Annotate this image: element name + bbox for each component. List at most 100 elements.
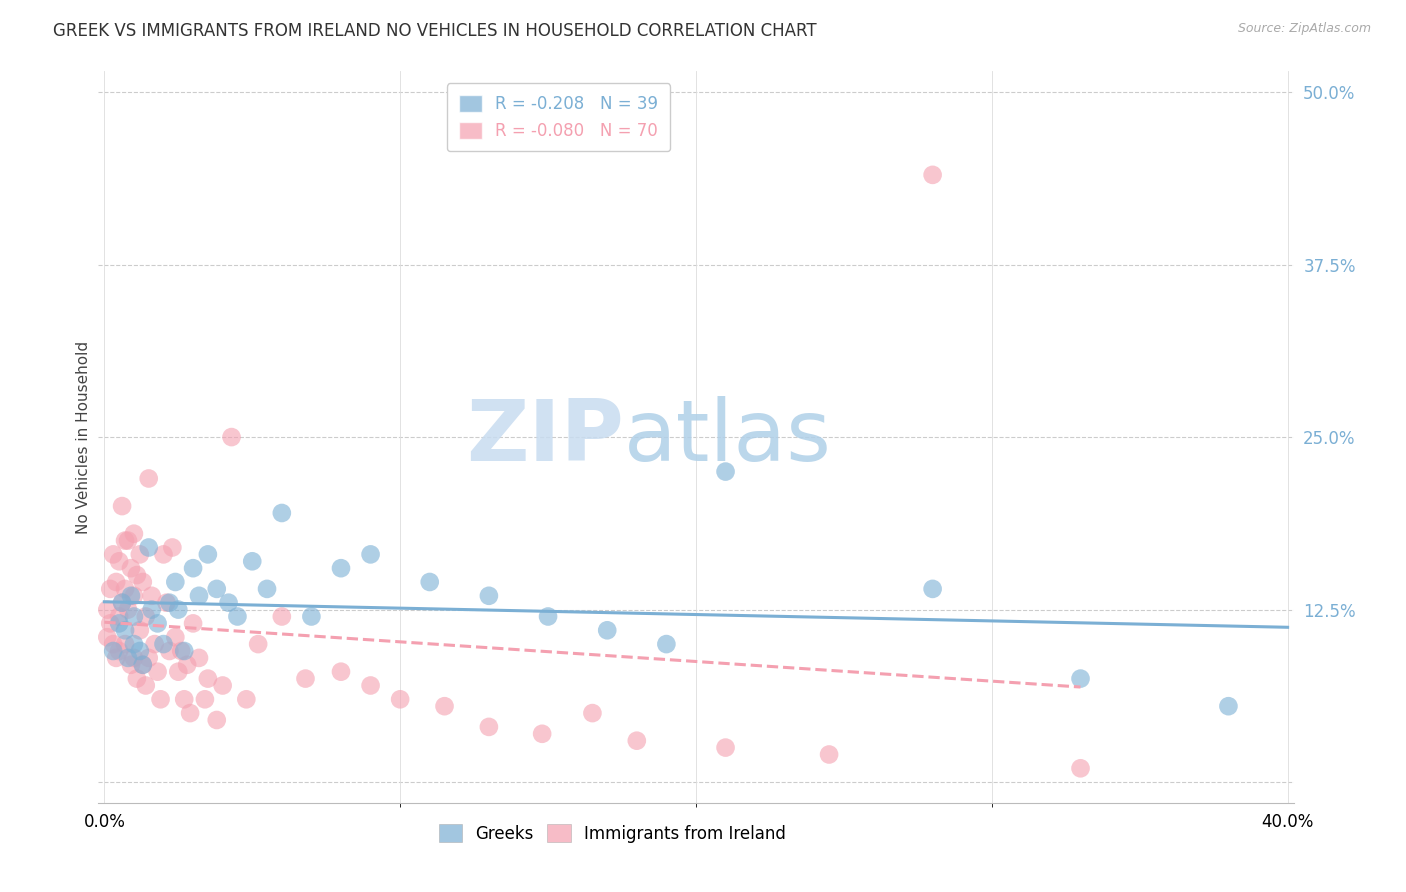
Point: [389, 692, 412, 706]
Point: [167, 602, 190, 616]
Point: [111, 499, 134, 513]
Point: [921, 168, 943, 182]
Point: [419, 574, 441, 589]
Point: [162, 541, 184, 555]
Point: [108, 616, 131, 631]
Point: [157, 644, 180, 658]
Point: [655, 637, 678, 651]
Point: [714, 465, 737, 479]
Point: [105, 651, 128, 665]
Point: [141, 602, 163, 616]
Point: [270, 506, 292, 520]
Point: [240, 554, 263, 568]
Point: [122, 609, 145, 624]
Point: [330, 665, 353, 679]
Point: [149, 692, 172, 706]
Point: [114, 624, 136, 638]
Point: [122, 526, 145, 541]
Point: [197, 548, 219, 562]
Point: [360, 548, 382, 562]
Point: [235, 692, 257, 706]
Point: [117, 651, 139, 665]
Point: [128, 644, 150, 658]
Point: [138, 471, 160, 485]
Point: [221, 430, 243, 444]
Point: [294, 672, 316, 686]
Point: [179, 706, 201, 720]
Point: [188, 651, 211, 665]
Point: [165, 630, 187, 644]
Point: [96, 602, 118, 616]
Point: [188, 589, 211, 603]
Point: [256, 582, 278, 596]
Point: [165, 574, 187, 589]
Text: GREEK VS IMMIGRANTS FROM IRELAND NO VEHICLES IN HOUSEHOLD CORRELATION CHART: GREEK VS IMMIGRANTS FROM IRELAND NO VEHI…: [53, 22, 817, 40]
Point: [98, 616, 121, 631]
Point: [108, 554, 131, 568]
Point: [132, 574, 155, 589]
Point: [103, 548, 125, 562]
Point: [120, 589, 142, 603]
Point: [176, 657, 198, 672]
Point: [128, 548, 150, 562]
Point: [152, 548, 174, 562]
Point: [122, 637, 145, 651]
Point: [205, 713, 228, 727]
Point: [1070, 672, 1092, 686]
Point: [270, 609, 292, 624]
Point: [108, 644, 131, 658]
Point: [111, 596, 134, 610]
Legend: Greeks, Immigrants from Ireland: Greeks, Immigrants from Ireland: [432, 818, 793, 849]
Point: [122, 651, 145, 665]
Point: [433, 699, 456, 714]
Point: [114, 582, 136, 596]
Point: [478, 720, 501, 734]
Point: [114, 637, 136, 651]
Point: [105, 574, 128, 589]
Point: [173, 692, 195, 706]
Point: [818, 747, 841, 762]
Point: [181, 616, 204, 631]
Point: [181, 561, 204, 575]
Y-axis label: No Vehicles in Household: No Vehicles in Household: [76, 341, 91, 533]
Point: [218, 596, 240, 610]
Point: [103, 644, 125, 658]
Point: [146, 616, 169, 631]
Point: [111, 596, 134, 610]
Point: [211, 678, 233, 692]
Point: [205, 582, 228, 596]
Point: [167, 665, 190, 679]
Point: [114, 533, 136, 548]
Point: [531, 727, 554, 741]
Point: [117, 533, 139, 548]
Point: [173, 644, 195, 658]
Point: [197, 672, 219, 686]
Point: [96, 630, 118, 644]
Point: [132, 657, 155, 672]
Point: [125, 672, 148, 686]
Point: [478, 589, 501, 603]
Point: [125, 568, 148, 582]
Point: [128, 624, 150, 638]
Point: [247, 637, 270, 651]
Point: [141, 589, 163, 603]
Text: ZIP: ZIP: [467, 395, 624, 479]
Point: [138, 651, 160, 665]
Point: [194, 692, 217, 706]
Point: [714, 740, 737, 755]
Point: [132, 657, 155, 672]
Point: [122, 589, 145, 603]
Point: [108, 609, 131, 624]
Point: [138, 541, 160, 555]
Point: [1070, 761, 1092, 775]
Point: [146, 665, 169, 679]
Text: Source: ZipAtlas.com: Source: ZipAtlas.com: [1237, 22, 1371, 36]
Point: [299, 609, 322, 624]
Point: [157, 596, 180, 610]
Point: [103, 637, 125, 651]
Point: [1218, 699, 1240, 714]
Point: [170, 644, 193, 658]
Point: [921, 582, 943, 596]
Point: [626, 733, 648, 747]
Point: [360, 678, 382, 692]
